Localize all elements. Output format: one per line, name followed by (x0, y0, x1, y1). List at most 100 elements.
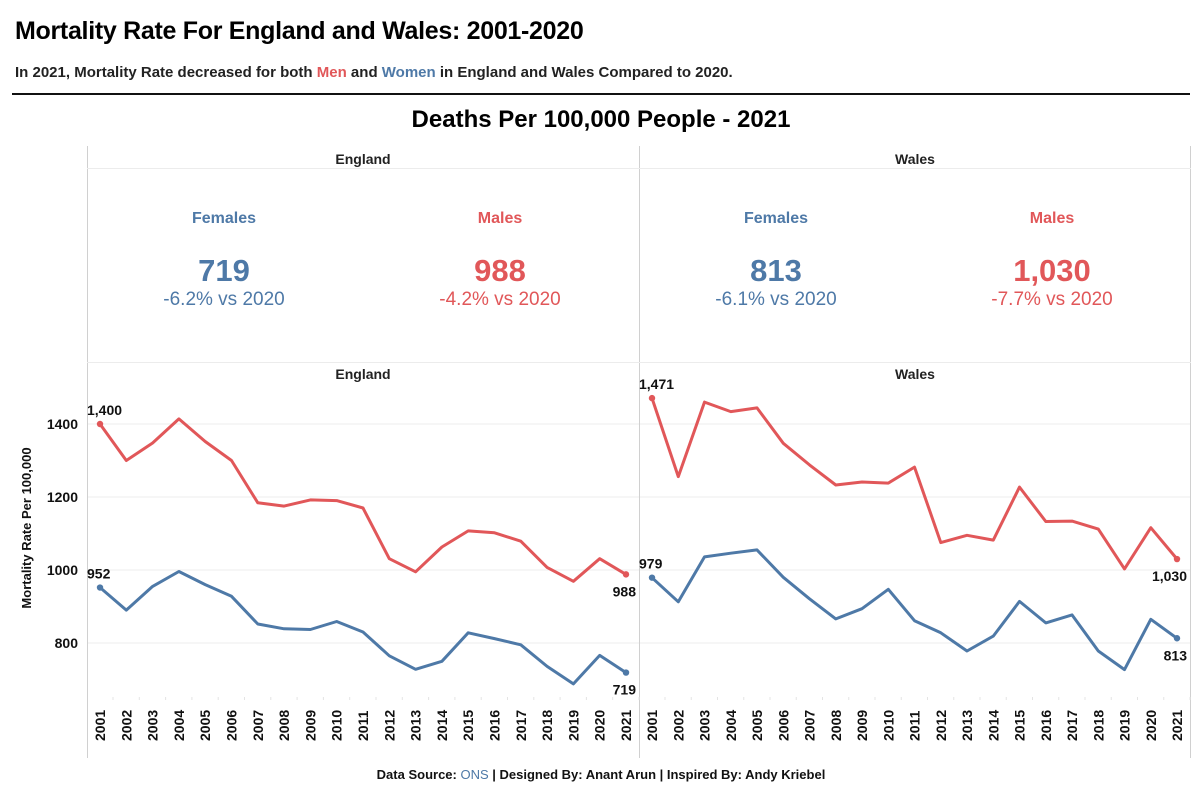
x-tick-label: 2019 (1117, 710, 1133, 741)
kpi-panel-header-england: England (335, 151, 391, 167)
x-tick-label: 2005 (749, 710, 765, 741)
dashboard-subtitle: In 2021, Mortality Rate decreased for bo… (15, 64, 733, 81)
kpi-value: 1,030 (1013, 253, 1091, 288)
start-value-label: 979 (639, 556, 663, 572)
x-tick-label: 2018 (1090, 710, 1106, 741)
x-tick-label: 2021 (1169, 710, 1185, 741)
x-tick-label: 2012 (381, 710, 397, 741)
x-tick-label: 2016 (1038, 710, 1054, 741)
x-tick-label: 2010 (880, 710, 896, 741)
kpi-england-females: Females 719 -6.2% vs 2020 (99, 210, 349, 311)
kpi-label: Males (1029, 210, 1075, 227)
x-tick-label: 2001 (92, 710, 108, 741)
start-point (648, 574, 656, 581)
x-tick-label: 2011 (907, 710, 923, 741)
x-tick-label: 2020 (1143, 710, 1159, 741)
x-tick-label: 2011 (355, 710, 371, 741)
end-value-label: 813 (1164, 647, 1188, 663)
x-tick-label: 2003 (145, 710, 161, 741)
x-tick-label: 2002 (118, 710, 134, 741)
kpi-label: Females (191, 210, 257, 227)
kpi-change: -6.1% vs 2020 (715, 289, 837, 310)
footer-suffix: | Designed By: Anant Arun | Inspired By:… (488, 767, 826, 782)
end-point (622, 669, 630, 676)
line-england-females (99, 570, 627, 686)
kpi-label: Males (477, 210, 523, 227)
x-tick-label: 2010 (329, 710, 345, 741)
end-point (1173, 555, 1181, 563)
x-tick-label: 2004 (171, 710, 187, 741)
end-point (1173, 635, 1181, 642)
x-tick-label: 2009 (302, 710, 318, 741)
start-value-label: 1,471 (639, 376, 674, 392)
x-tick-label: 2003 (697, 710, 713, 741)
start-value-label: 1,400 (87, 402, 122, 418)
x-tick-label: 2014 (985, 710, 1001, 741)
right-panel-border (1190, 146, 1191, 758)
dashboard-title: Mortality Rate For England and Wales: 20… (15, 17, 584, 45)
kpi-section-title: Deaths Per 100,000 People - 2021 (411, 106, 791, 133)
x-tick-label: 2009 (854, 710, 870, 741)
x-tick-label: 2017 (513, 710, 529, 741)
x-tick-label: 2006 (775, 710, 791, 741)
y-tick-label: 1400 (47, 416, 78, 432)
kpi-change: -7.7% vs 2020 (991, 289, 1113, 310)
line-wales-males (650, 397, 1179, 571)
x-tick-label: 2008 (276, 710, 292, 741)
kpi-label: Females (743, 210, 809, 227)
x-tick-label: 2008 (828, 710, 844, 741)
end-point (622, 571, 630, 578)
x-tick-label: 2005 (197, 710, 213, 741)
subtitle-men: Men (316, 64, 347, 81)
kpi-wales-females: Females 813 -6.1% vs 2020 (651, 210, 901, 311)
footer-prefix: Data Source: (376, 767, 461, 782)
x-tick-label: 2018 (539, 710, 555, 741)
x-tick-label: 2021 (618, 710, 634, 741)
subtitle-prefix: In 2021, Mortality Rate decreased for bo… (15, 64, 317, 81)
x-tick-label: 2020 (592, 710, 608, 741)
y-tick-label: 1000 (47, 562, 78, 578)
start-point (96, 420, 104, 428)
kpi-change: -4.2% vs 2020 (439, 289, 561, 310)
kpi-england-males: Males 988 -4.2% vs 2020 (375, 210, 625, 311)
kpi-value: 719 (198, 253, 250, 288)
subtitle-mid: and (346, 64, 382, 81)
start-value-label: 952 (87, 566, 111, 582)
x-tick-label: 2013 (408, 710, 424, 741)
data-source-link[interactable]: ONS (460, 767, 489, 782)
panel-divider (639, 146, 640, 758)
x-tick-label: 2012 (933, 710, 949, 741)
start-point (96, 584, 104, 591)
x-tick-label: 2002 (670, 710, 686, 741)
x-tick-label: 2007 (250, 710, 266, 741)
x-tick-label: 2006 (224, 710, 240, 741)
line-wales-females (650, 548, 1178, 672)
end-value-label: 719 (613, 682, 637, 698)
chart-panel-header-wales: Wales (895, 366, 935, 382)
kpi-change: -6.2% vs 2020 (163, 289, 285, 310)
subtitle-suffix: in England and Wales Compared to 2020. (435, 64, 733, 81)
x-tick-label: 2014 (434, 710, 450, 741)
subtitle-women: Women (381, 64, 436, 81)
header-divider (12, 93, 1190, 95)
x-tick-label: 2001 (644, 710, 660, 741)
x-tick-label: 2013 (959, 710, 975, 741)
kpi-panel-header-wales: Wales (895, 151, 935, 167)
x-tick-label: 2015 (460, 710, 476, 741)
start-point (648, 394, 656, 402)
x-tick-label: 2019 (565, 710, 581, 741)
x-tick-label: 2016 (487, 710, 503, 741)
y-tick-label: 800 (55, 635, 79, 651)
x-tick-label: 2017 (1064, 710, 1080, 741)
kpi-wales-males: Males 1,030 -7.7% vs 2020 (927, 210, 1177, 311)
left-panel-border (87, 146, 88, 758)
chart-header-rule (87, 362, 1191, 363)
x-tick-label: 2007 (802, 710, 818, 741)
x-tick-label: 2015 (1012, 710, 1028, 741)
chart-panel-header-england: England (335, 366, 391, 382)
kpi-value: 813 (750, 253, 802, 288)
x-tick-label: 2004 (723, 710, 739, 741)
end-value-label: 988 (613, 583, 637, 599)
y-tick-label: 1200 (47, 489, 78, 505)
